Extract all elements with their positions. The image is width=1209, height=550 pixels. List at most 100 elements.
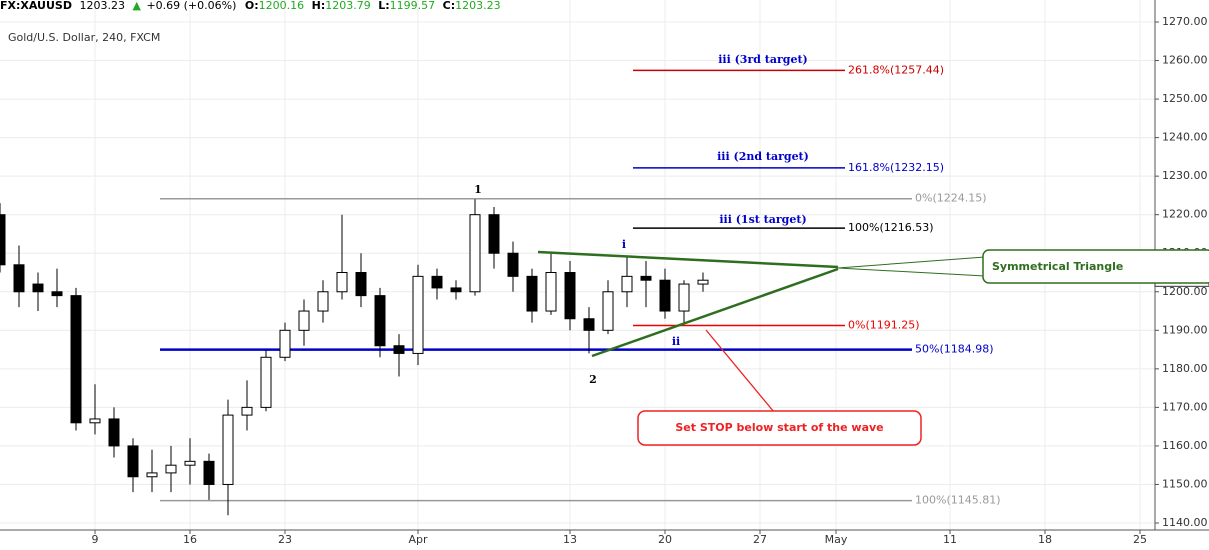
symbol: FX:XAUUSD	[0, 0, 72, 12]
x-tick-label: 18	[1038, 533, 1052, 546]
wave-label: ii	[672, 335, 680, 348]
stop-text: Set STOP below start of the wave	[675, 421, 883, 434]
candle-body	[374, 295, 386, 347]
change: +0.69 (+0.06%)	[146, 0, 236, 12]
callout-box	[982, 249, 1209, 284]
candle-body	[222, 414, 234, 485]
y-tick-label: 1250.00	[1162, 92, 1208, 105]
candle-body	[13, 264, 25, 293]
candle-body	[355, 272, 367, 297]
y-tick-label: 1150.00	[1162, 477, 1208, 490]
ohlc-value: 1203.79	[325, 0, 371, 12]
chart-title: Gold/U.S. Dollar, 240, FXCM	[8, 31, 160, 44]
y-tick-label: 1170.00	[1162, 400, 1208, 413]
y-tick-label: 1190.00	[1162, 323, 1208, 336]
y-tick-label: 1220.00	[1162, 208, 1208, 221]
candle-body	[70, 295, 82, 424]
candle-body	[89, 418, 101, 424]
plot	[0, 69, 912, 516]
level-label: 161.8%(1232.15)	[848, 161, 944, 174]
ohlc-label: O:	[245, 0, 259, 12]
candle-body	[659, 279, 671, 312]
ohlc-value: 1200.16	[259, 0, 305, 12]
candle-body	[279, 329, 291, 358]
candle-body	[184, 460, 196, 466]
callout-line	[837, 256, 986, 269]
candle-body	[450, 287, 462, 293]
candle-body	[583, 318, 595, 331]
level-label: 0%(1191.25)	[848, 318, 920, 331]
annotations: 261.8%(1257.44) 161.8%(1232.15) 0%(1224.15…	[474, 53, 1209, 507]
candle-body	[545, 272, 557, 312]
ohlc-label: H:	[312, 0, 326, 12]
wave-label: 1	[474, 183, 482, 196]
x-tick-label: 16	[183, 533, 197, 546]
arrow: ▲	[132, 0, 141, 12]
y-tick-label: 1140.00	[1162, 516, 1208, 529]
x-tick-label: 23	[278, 533, 292, 546]
candle-body	[431, 275, 443, 289]
x-tick-label: 25	[1133, 533, 1147, 546]
candle-body	[469, 214, 481, 293]
candle-body	[488, 214, 500, 254]
last: 1203.23	[79, 0, 125, 12]
level-label: 50%(1184.98)	[915, 343, 994, 356]
candle-body	[336, 272, 348, 293]
candle-body	[697, 279, 709, 285]
x-tick-label: 11	[943, 533, 957, 546]
level-label: 261.8%(1257.44)	[848, 63, 944, 76]
triangle-lower	[591, 267, 839, 358]
candle-body	[393, 345, 405, 354]
wave-label: iii (3rd target)	[718, 53, 808, 66]
ohlc-value: 1203.23	[455, 0, 501, 12]
x-tick-label: May	[825, 533, 848, 546]
candle-body	[241, 406, 253, 416]
candle-body	[640, 275, 652, 281]
y-tick-label: 1180.00	[1162, 362, 1208, 375]
candle-body	[678, 283, 690, 312]
x-tick-label: 27	[753, 533, 767, 546]
candle-body	[507, 252, 519, 277]
candle-body	[0, 214, 6, 266]
candle-body	[564, 272, 576, 320]
candle-body	[412, 275, 424, 354]
level-label: 0%(1224.15)	[915, 192, 987, 205]
level-label: 100%(1216.53)	[848, 221, 934, 234]
triangle-upper	[537, 250, 839, 269]
y-tick-label: 1240.00	[1162, 131, 1208, 144]
x-tick-label: 20	[658, 533, 672, 546]
x-tick-label: 9	[92, 533, 99, 546]
callout-text: Symmetrical Triangle	[992, 260, 1123, 273]
x-tick-label: Apr	[408, 533, 428, 546]
ohlc-value: 1199.57	[390, 0, 436, 12]
candle-body	[203, 460, 215, 485]
candle-body	[526, 275, 538, 312]
y-tick-label: 1270.00	[1162, 15, 1208, 28]
candle-body	[298, 310, 310, 331]
candle-body	[51, 291, 63, 297]
ohlc-label: C:	[443, 0, 455, 12]
candle-body	[108, 418, 120, 447]
callout-line	[837, 267, 986, 277]
y-tick-label: 1160.00	[1162, 439, 1208, 452]
candle-body	[146, 472, 158, 478]
candle-body	[260, 356, 272, 408]
candle-body	[165, 464, 177, 474]
wave-label: iii (1st target)	[719, 213, 806, 226]
x-tick-label: 13	[563, 533, 577, 546]
y-tick-label: 1230.00	[1162, 169, 1208, 182]
candle-body	[127, 445, 139, 478]
candle-body	[32, 283, 44, 293]
stop-box	[637, 410, 922, 446]
ohlc-label: L:	[378, 0, 389, 12]
y-tick-label: 1260.00	[1162, 54, 1208, 67]
candle-body	[602, 291, 614, 331]
wave-label: 2	[589, 373, 597, 386]
wave-label: iii (2nd target)	[717, 150, 809, 163]
level-label: 100%(1145.81)	[915, 494, 1001, 507]
candle-body	[317, 291, 329, 312]
y-tick-label: 1200.00	[1162, 285, 1208, 298]
header: FX:XAUUSD 1203.23 ▲ +0.69 (+0.06%) O:120…	[0, 0, 501, 12]
